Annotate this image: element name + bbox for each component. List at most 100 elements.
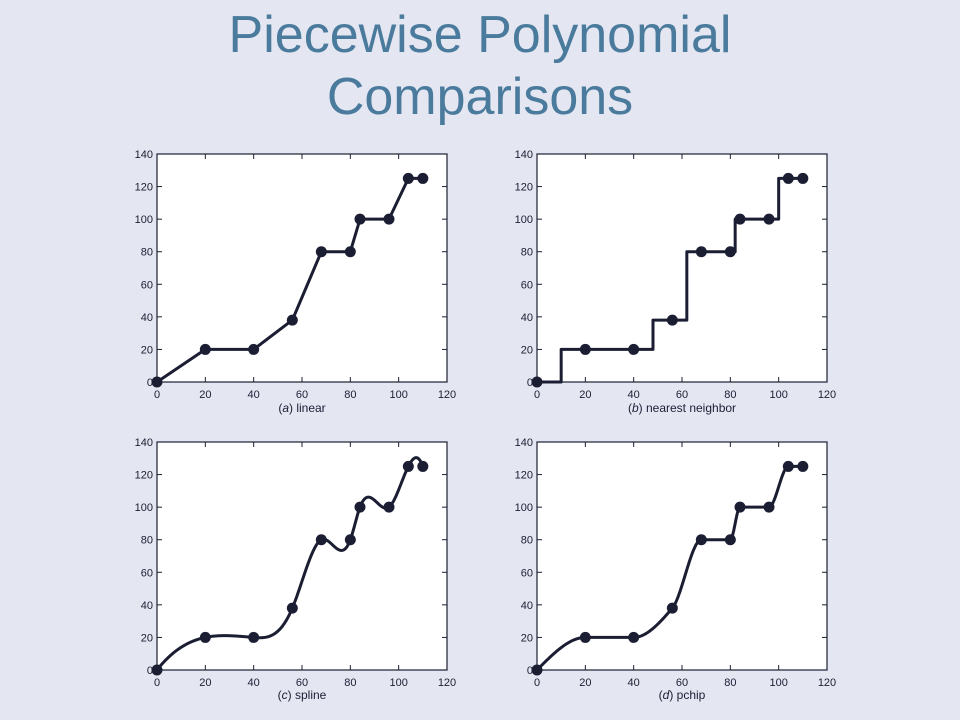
x-tick-label: 40: [628, 389, 640, 401]
x-tick-label: 60: [676, 677, 688, 689]
y-tick-label: 60: [521, 279, 533, 291]
y-tick-label: 60: [521, 567, 533, 579]
y-tick-label: 120: [135, 182, 153, 194]
x-tick-label: 0: [154, 677, 160, 689]
y-tick-label: 80: [141, 247, 153, 259]
x-tick-label: 80: [344, 389, 356, 401]
x-tick-label: 40: [628, 677, 640, 689]
y-tick-label: 140: [135, 437, 153, 449]
data-point: [579, 631, 591, 643]
x-tick-label: 120: [818, 677, 836, 689]
y-tick-label: 80: [521, 535, 533, 547]
data-point: [286, 314, 298, 326]
x-tick-label: 80: [724, 677, 736, 689]
data-point: [797, 172, 809, 184]
y-tick-label: 60: [141, 567, 153, 579]
data-point: [402, 460, 414, 472]
chart-panel-d: 0 20 40 60 80 100 120 0 20 40 60 80 100 120 140 (d) pch…: [515, 437, 837, 702]
x-tick-label: 0: [154, 389, 160, 401]
y-tick-label: 140: [515, 149, 533, 161]
data-point: [797, 460, 809, 472]
x-tick-label: 20: [199, 389, 211, 401]
data-point: [402, 172, 414, 184]
x-tick-label: 120: [438, 677, 456, 689]
x-tick-label: 20: [579, 389, 591, 401]
data-point: [695, 246, 707, 258]
chart-panel-a: 0 20 40 60 80 100 120 0 20 40 60 80 100 120 140 (a) lin…: [135, 149, 457, 415]
data-point: [628, 631, 640, 643]
data-point: [199, 631, 211, 643]
x-tick-label: 60: [296, 389, 308, 401]
y-tick-label: 40: [141, 600, 153, 612]
data-point: [734, 213, 746, 225]
x-tick-label: 100: [769, 677, 787, 689]
data-point: [417, 172, 429, 184]
data-point: [354, 213, 366, 225]
x-tick-label: 20: [579, 677, 591, 689]
data-point: [531, 664, 543, 676]
y-tick-label: 120: [515, 182, 533, 194]
x-tick-label: 80: [344, 677, 356, 689]
y-tick-label: 20: [521, 632, 533, 644]
y-tick-label: 0: [147, 377, 153, 389]
x-tick-label: 80: [724, 389, 736, 401]
x-tick-label: 100: [389, 389, 407, 401]
data-point: [354, 501, 366, 513]
y-tick-label: 40: [521, 600, 533, 612]
y-tick-label: 100: [515, 502, 533, 514]
page-title: Piecewise Polynomial Comparisons: [0, 4, 960, 128]
data-point: [315, 534, 327, 546]
data-point: [628, 343, 640, 355]
y-tick-label: 20: [141, 344, 153, 356]
x-tick-label: 20: [199, 677, 211, 689]
data-point: [344, 246, 356, 258]
y-tick-label: 100: [515, 214, 533, 226]
panel-caption: (a) linear: [278, 401, 325, 415]
data-point: [666, 602, 678, 614]
y-tick-label: 40: [521, 312, 533, 324]
series-line-linear: [156, 176, 423, 384]
data-point: [724, 534, 736, 546]
y-tick-label: 140: [135, 149, 153, 161]
data-point: [199, 343, 211, 355]
page-title-line-2: Comparisons: [326, 68, 634, 126]
data-point: [315, 246, 327, 258]
y-tick-label: 120: [135, 470, 153, 482]
data-point: [286, 602, 298, 614]
chart-panel-b: 0 20 40 60 80 100 120 0 20 40 60 80 100 120 140 (b) nea…: [515, 149, 837, 415]
data-point: [763, 213, 775, 225]
x-tick-label: 120: [818, 389, 836, 401]
page-title-line-1: Piecewise Polynomial: [228, 6, 732, 64]
chart-panel-c: 0 20 40 60 80 100 120 0 20 40 60 80 100 120 140 (c) spl…: [135, 437, 457, 702]
data-point: [695, 534, 707, 546]
y-tick-label: 140: [515, 437, 533, 449]
y-tick-label: 80: [521, 247, 533, 259]
data-point: [724, 246, 736, 258]
data-point: [248, 631, 260, 643]
data-point: [763, 501, 775, 513]
data-point: [248, 343, 260, 355]
x-tick-label: 120: [438, 389, 456, 401]
data-point: [579, 343, 591, 355]
y-tick-label: 0: [527, 665, 533, 677]
y-tick-label: 20: [141, 632, 153, 644]
data-point: [151, 664, 163, 676]
data-point: [383, 213, 395, 225]
y-tick-label: 0: [527, 377, 533, 389]
x-tick-label: 60: [676, 389, 688, 401]
data-point: [531, 376, 543, 388]
data-point: [666, 314, 678, 326]
data-point: [782, 172, 794, 184]
x-tick-label: 100: [389, 677, 407, 689]
data-point: [417, 460, 429, 472]
panel-caption: (d) pchip: [659, 688, 706, 702]
y-tick-label: 60: [141, 279, 153, 291]
data-point: [383, 501, 395, 513]
data-point: [344, 534, 356, 546]
y-tick-label: 40: [141, 312, 153, 324]
x-tick-label: 40: [248, 389, 260, 401]
y-tick-label: 0: [147, 665, 153, 677]
x-tick-label: 60: [296, 677, 308, 689]
y-tick-label: 120: [515, 470, 533, 482]
